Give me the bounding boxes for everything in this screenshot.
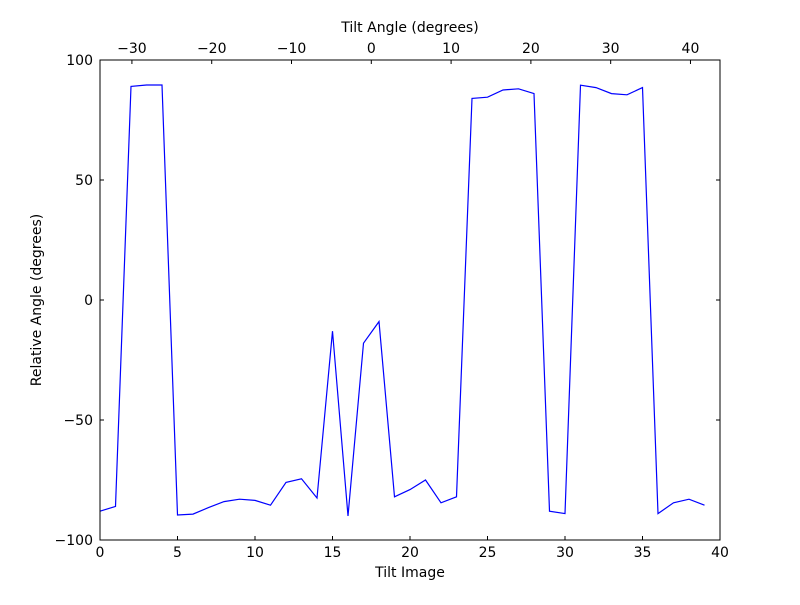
x-tick-label: 30 [556, 545, 574, 561]
x-tick-label: 35 [634, 545, 652, 561]
x-tick-label: 15 [324, 545, 342, 561]
x-tick-label: 5 [173, 545, 182, 561]
top-x-tick-label: 10 [442, 41, 460, 57]
y-tick-label: 50 [75, 173, 93, 189]
y-tick-label: 0 [84, 293, 93, 309]
y-tick-label: 100 [66, 53, 93, 69]
plot-frame [100, 60, 720, 540]
x-tick-label: 40 [711, 545, 729, 561]
top-x-tick-label: −30 [117, 41, 147, 57]
top-x-tick-label: 30 [602, 41, 620, 57]
top-x-tick-label: 0 [367, 41, 376, 57]
x-tick-label: 10 [246, 545, 264, 561]
y-tick-label: −100 [55, 533, 93, 549]
y-tick-label: −50 [63, 413, 93, 429]
top-x-tick-label: 40 [682, 41, 700, 57]
top-x-tick-label: −10 [277, 41, 307, 57]
top-x-tick-label: −20 [197, 41, 227, 57]
x-tick-label: 0 [96, 545, 105, 561]
top-x-tick-label: 20 [522, 41, 540, 57]
top-x-axis-label: Tilt Angle (degrees) [340, 20, 478, 36]
y-axis-label: Relative Angle (degrees) [29, 214, 45, 386]
x-tick-label: 25 [479, 545, 497, 561]
x-axis-label: Tilt Image [374, 565, 445, 581]
x-tick-label: 20 [401, 545, 419, 561]
series-line [100, 85, 705, 516]
